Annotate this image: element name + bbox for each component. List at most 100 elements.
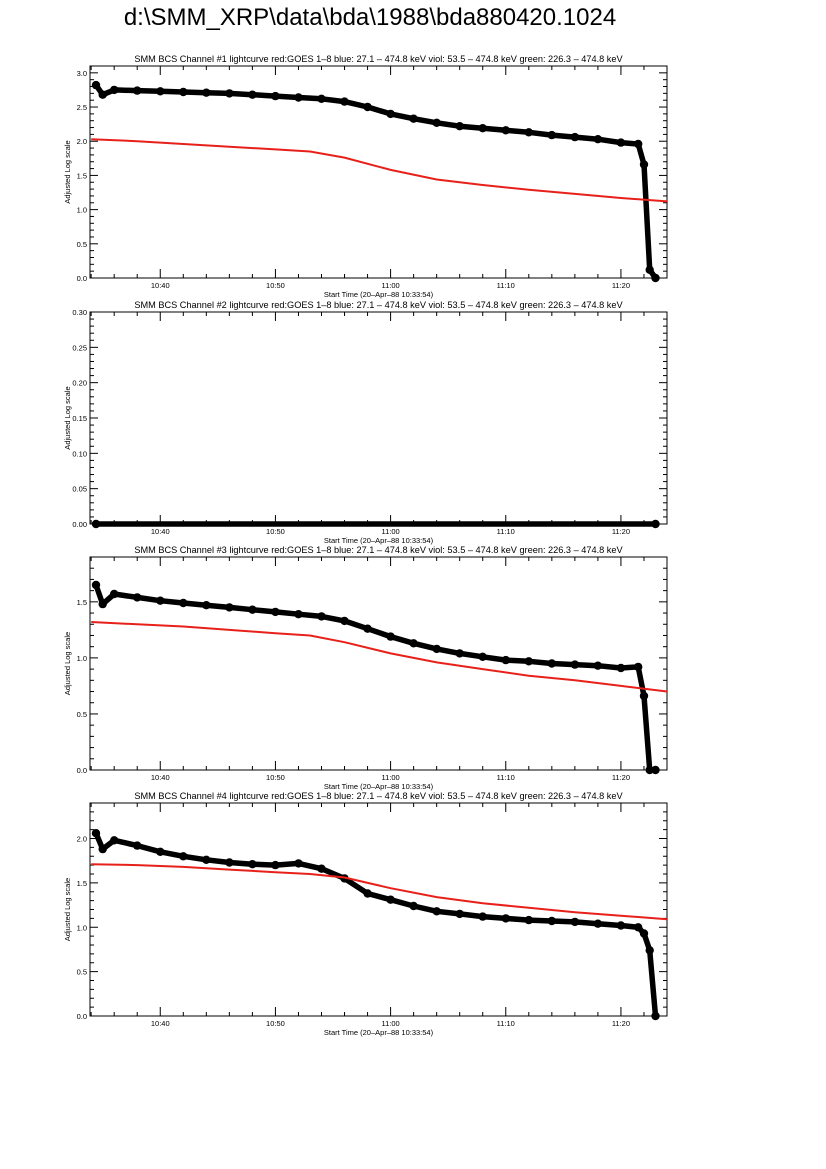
y-tick-label-3: 1.0 — [77, 654, 87, 663]
y-tick-label-1: 0.5 — [77, 240, 87, 249]
bcs-point-3 — [98, 599, 107, 609]
x-axis-label-3: Start Time (20–Apr–88 10:33:54) — [324, 782, 434, 791]
bcs-point-3 — [645, 765, 654, 775]
bcs-point-1 — [225, 89, 234, 98]
bcs-point-1 — [179, 87, 188, 97]
y-tick-label-3: 1.5 — [77, 598, 87, 607]
bcs-point-3 — [317, 612, 326, 621]
bcs-point-3 — [409, 639, 418, 648]
y-axis-label-1: Adjusted Log scale — [63, 140, 72, 203]
bcs-point-3 — [386, 632, 395, 641]
bcs-point-3 — [651, 765, 660, 775]
bcs-point-3 — [501, 655, 510, 665]
bcs-point-1 — [547, 130, 556, 140]
bcs-line-3 — [93, 582, 659, 773]
bcs-point-4 — [271, 860, 280, 870]
bcs-point-4 — [133, 841, 142, 850]
bcs-point-4 — [639, 929, 649, 938]
goes-line-4 — [91, 863, 668, 921]
y-axis-label-2: Adjusted Log scale — [63, 386, 72, 449]
bcs-point-1 — [248, 90, 257, 99]
y-tick-label-2: 0.15 — [72, 414, 87, 423]
x-tick-label-4: 10:50 — [266, 1019, 285, 1028]
y-tick-label-4: 0.5 — [77, 968, 87, 977]
x-tick-label-2: 10:40 — [151, 527, 170, 536]
bcs-point-4 — [570, 917, 580, 927]
bcs-point-1 — [651, 273, 660, 283]
bcs-point-4 — [478, 912, 487, 921]
y-tick-label-3: 0.5 — [77, 710, 87, 719]
bcs-point-3 — [547, 659, 556, 668]
bcs-point-3 — [179, 598, 188, 608]
x-tick-label-1: 11:10 — [497, 281, 515, 290]
bcs-point-3 — [225, 603, 234, 612]
x-tick-label-4: 10:40 — [151, 1019, 170, 1028]
x-tick-label-4: 11:20 — [612, 1019, 630, 1028]
bcs-point-4 — [363, 889, 372, 898]
bcs-point-3 — [248, 605, 257, 614]
x-tick-label-3: 10:50 — [266, 773, 285, 782]
bcs-point-1 — [645, 265, 654, 274]
goes-line-3 — [91, 621, 668, 693]
bcs-point-4 — [409, 901, 418, 911]
bcs-point-1 — [432, 118, 441, 128]
y-tick-label-4: 2.0 — [77, 835, 87, 844]
plot-frame-2 — [89, 311, 668, 525]
x-tick-label-1: 10:40 — [151, 281, 170, 290]
bcs-point-1 — [639, 160, 649, 169]
bcs-point-3 — [363, 624, 372, 633]
bcs-point-1 — [570, 132, 580, 142]
bcs-line-1 — [93, 82, 659, 281]
bcs-point-1 — [156, 87, 165, 96]
bcs-point-1 — [133, 86, 142, 95]
bcs-point-3 — [593, 661, 603, 670]
bcs-point-3 — [478, 652, 487, 661]
bcs-point-4 — [91, 829, 101, 838]
chart-title-3: SMM BCS Channel #3 lightcurve red:GOES 1… — [134, 545, 623, 555]
bcs-point-1 — [524, 128, 533, 137]
x-axis-label-2: Start Time (20–Apr–88 10:33:54) — [324, 536, 434, 545]
plot-frame-3 — [89, 556, 668, 771]
bcs-point-1 — [386, 109, 395, 119]
bcs-point-2 — [91, 519, 101, 529]
bcs-point-1 — [616, 138, 626, 147]
x-tick-label-1: 11:20 — [612, 281, 630, 290]
bcs-point-3 — [271, 607, 280, 617]
chart-title-1: SMM BCS Channel #1 lightcurve red:GOES 1… — [134, 54, 623, 64]
bcs-point-3 — [634, 662, 643, 672]
y-tick-label-1: 0.0 — [77, 274, 87, 283]
bcs-point-3 — [294, 610, 303, 619]
bcs-point-4 — [202, 855, 211, 864]
bcs-point-4 — [547, 916, 556, 926]
x-tick-label-2: 11:10 — [497, 527, 515, 536]
bcs-point-2 — [651, 519, 660, 529]
goes-line-1 — [91, 138, 668, 203]
y-tick-label-4: 0.0 — [77, 1012, 87, 1021]
bcs-point-3 — [616, 663, 626, 673]
x-tick-label-2: 11:20 — [612, 527, 630, 536]
bcs-point-3 — [432, 644, 441, 654]
bcs-point-1 — [634, 139, 643, 149]
bcs-point-3 — [202, 601, 211, 610]
bcs-point-4 — [179, 852, 188, 861]
x-tick-label-1: 10:50 — [266, 281, 285, 290]
bcs-point-1 — [593, 135, 603, 144]
y-tick-label-3: 0.0 — [77, 766, 87, 775]
bcs-point-3 — [91, 580, 101, 590]
page-title: d:\SMM_XRP\data\bda\1988\bda880420.1024 — [123, 4, 617, 31]
bcs-point-4 — [616, 921, 626, 930]
y-axis-label-4: Adjusted Log scale — [63, 878, 72, 941]
bcs-point-4 — [455, 909, 464, 919]
x-axis-label-1: Start Time (20–Apr–88 10:33:54) — [324, 290, 434, 299]
bcs-point-4 — [593, 919, 603, 928]
y-tick-label-2: 0.10 — [72, 449, 87, 458]
y-tick-label-2: 0.25 — [72, 343, 87, 352]
bcs-point-4 — [294, 859, 303, 868]
x-tick-label-3: 11:20 — [612, 773, 630, 782]
bcs-line-4 — [93, 830, 659, 1019]
x-tick-label-3: 11:00 — [381, 773, 399, 782]
bcs-point-1 — [271, 91, 280, 101]
bcs-point-1 — [340, 97, 349, 106]
x-tick-label-3: 11:10 — [497, 773, 515, 782]
